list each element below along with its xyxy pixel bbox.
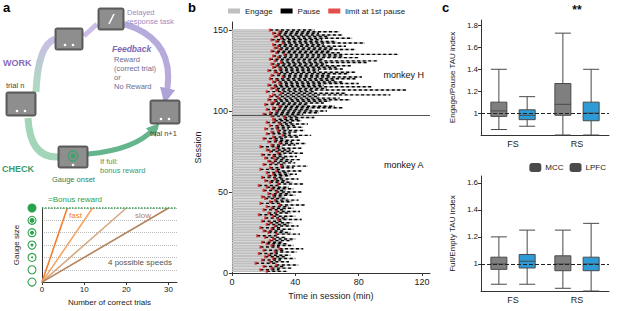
- svg-text:=Bonus reward: =Bonus reward: [48, 195, 102, 204]
- svg-text:50: 50: [218, 187, 228, 197]
- svg-text:CHECK: CHECK: [2, 164, 35, 174]
- svg-text:Gauge size: Gauge size: [12, 224, 21, 265]
- svg-text:Session: Session: [193, 131, 203, 163]
- svg-text:1.6: 1.6: [467, 43, 479, 52]
- svg-text:Feedback: Feedback: [112, 44, 152, 54]
- svg-text:RS: RS: [571, 139, 584, 149]
- svg-text:limit at 1st pause: limit at 1st pause: [345, 7, 406, 16]
- svg-text:0: 0: [229, 277, 234, 287]
- svg-text:If full:: If full:: [100, 157, 118, 166]
- svg-text:150: 150: [213, 25, 228, 35]
- html-text:a: a: [3, 0, 11, 15]
- svg-text:or: or: [114, 73, 121, 82]
- svg-text:MCC: MCC: [545, 163, 563, 172]
- svg-text:1.8: 1.8: [467, 21, 479, 30]
- svg-text:RS: RS: [571, 295, 584, 305]
- svg-text:(correct trial): (correct trial): [114, 64, 157, 73]
- svg-text:1.2: 1.2: [467, 87, 479, 96]
- svg-text:4 possible speeds: 4 possible speeds: [108, 258, 172, 267]
- svg-text:20: 20: [122, 285, 131, 294]
- svg-text:bonus reward: bonus reward: [100, 166, 145, 175]
- svg-text:No Reward: No Reward: [114, 82, 152, 91]
- svg-text:LPFC: LPFC: [586, 163, 607, 172]
- svg-text:Number of correct trials: Number of correct trials: [68, 298, 151, 307]
- svg-text:1.2: 1.2: [467, 232, 479, 241]
- svg-text:Delayed: Delayed: [127, 8, 155, 17]
- svg-text:FS: FS: [507, 139, 519, 149]
- svg-text:0: 0: [40, 285, 45, 294]
- svg-text:monkey H: monkey H: [383, 70, 424, 80]
- html-text:c: c: [442, 0, 450, 15]
- svg-text:slow: slow: [135, 211, 151, 220]
- svg-text:**: **: [572, 3, 582, 17]
- svg-text:80: 80: [354, 277, 364, 287]
- svg-text:10: 10: [80, 285, 89, 294]
- svg-text:WORK: WORK: [3, 58, 32, 68]
- svg-text:trial n: trial n: [6, 81, 24, 90]
- html-text:b: b: [188, 0, 196, 15]
- svg-text:Time in session (min): Time in session (min): [288, 291, 373, 301]
- svg-text:1: 1: [474, 109, 479, 118]
- svg-text:40: 40: [290, 277, 300, 287]
- svg-text:1: 1: [474, 259, 479, 268]
- svg-text:120: 120: [415, 277, 430, 287]
- svg-text:Engage/Pause TAU index: Engage/Pause TAU index: [448, 32, 457, 123]
- svg-text:Engage: Engage: [245, 7, 273, 16]
- svg-text:trial n+1: trial n+1: [150, 129, 177, 138]
- svg-text:1.6: 1.6: [467, 178, 479, 187]
- svg-text:100: 100: [213, 106, 228, 116]
- svg-text:response task: response task: [127, 17, 174, 26]
- svg-text:Pause: Pause: [298, 7, 321, 16]
- svg-text:30: 30: [164, 285, 173, 294]
- svg-text:monkey A: monkey A: [384, 160, 424, 170]
- svg-text:Reward: Reward: [114, 55, 140, 64]
- svg-text:1.4: 1.4: [467, 205, 479, 214]
- svg-text:Gauge onset: Gauge onset: [52, 175, 96, 184]
- svg-text:fast: fast: [69, 211, 83, 220]
- svg-text:0: 0: [223, 268, 228, 278]
- svg-text:1.4: 1.4: [467, 65, 479, 74]
- svg-text:Full/Empty TAU index: Full/Empty TAU index: [448, 195, 457, 272]
- svg-text:FS: FS: [507, 295, 519, 305]
